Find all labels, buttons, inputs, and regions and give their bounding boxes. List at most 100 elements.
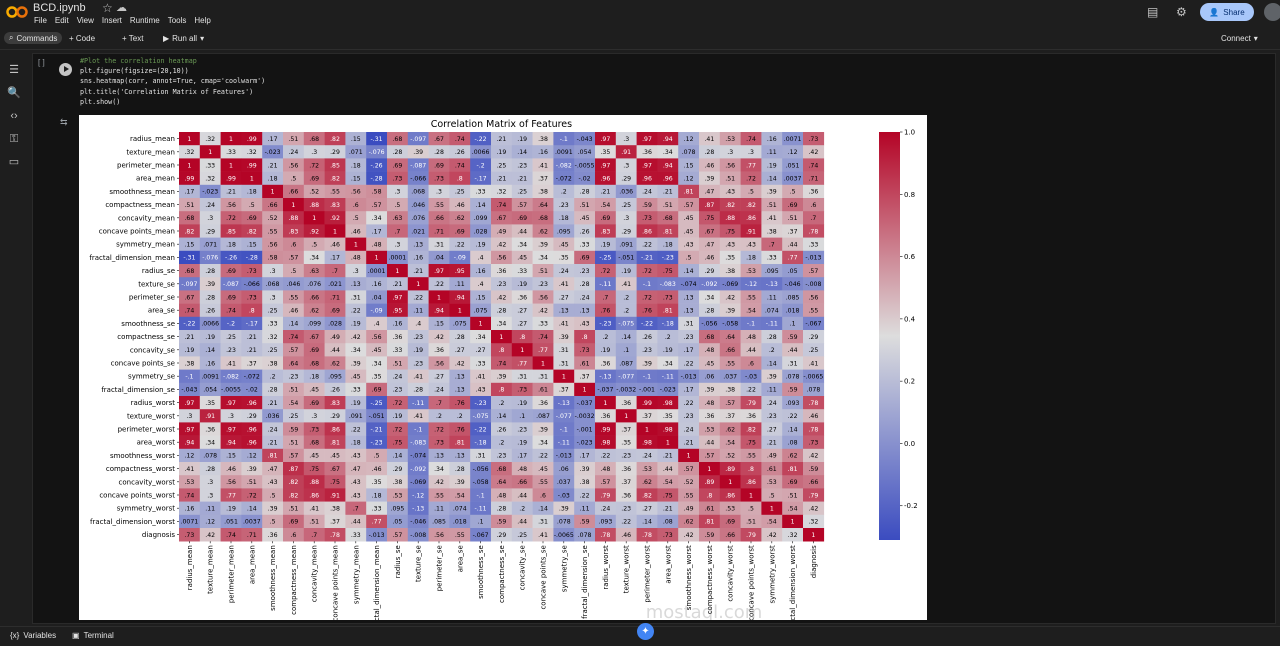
connect-button[interactable]: Connect ▾ <box>1221 34 1258 43</box>
heatmap-cell <box>511 145 533 159</box>
heatmap-cell <box>595 448 617 463</box>
cell-annotation: .2 <box>457 413 463 420</box>
cell-annotation: .068 <box>411 189 425 196</box>
cloud-drive-icon[interactable]: ☁ <box>116 2 127 14</box>
code-editor[interactable]: #Plot the correlation heatmap plt.figure… <box>80 56 265 107</box>
cell-annotation: .56 <box>434 532 444 539</box>
heatmap-cell <box>407 528 429 542</box>
cell-annotation: -.077 <box>556 413 572 420</box>
cell-annotation: .68 <box>704 334 714 341</box>
heatmap-cell <box>553 356 575 370</box>
secrets-key-icon[interactable]: ⚿ <box>9 133 19 145</box>
menu-help[interactable]: Help <box>194 16 211 25</box>
heatmap-cell <box>803 264 825 278</box>
cell-annotation: .21 <box>684 440 694 447</box>
comments-icon[interactable]: ▤ <box>1147 5 1159 19</box>
cell-annotation: .42 <box>684 532 694 539</box>
x-tick-label: texture_mean <box>207 545 215 594</box>
heatmap-cell <box>740 382 762 397</box>
cell-annotation: .23 <box>226 347 236 354</box>
heatmap-cell <box>636 316 658 331</box>
cell-annotation: .33 <box>268 321 278 328</box>
heatmap-cell <box>199 422 221 436</box>
heatmap-cell <box>636 277 658 291</box>
heatmap-cell <box>470 488 492 502</box>
cell-annotation: .28 <box>413 387 423 394</box>
heatmap-cell <box>636 409 658 423</box>
menu-runtime[interactable]: Runtime <box>129 16 160 25</box>
heatmap-cell <box>615 382 637 397</box>
heatmap-cell <box>199 462 221 476</box>
heatmap-cell <box>491 514 513 529</box>
cell-annotation: .37 <box>330 519 340 526</box>
heatmap-cell <box>387 132 409 146</box>
cell-annotation: .11 <box>580 506 590 513</box>
heatmap-cell <box>761 184 783 199</box>
cell-annotation: -.051 <box>618 255 634 262</box>
cell-annotation: .53 <box>642 466 652 473</box>
code-line-1: #Plot the correlation heatmap <box>80 57 197 65</box>
star-icon[interactable]: ☆ <box>102 1 113 15</box>
cell-annotation: .51 <box>309 519 319 526</box>
share-button[interactable]: 👤 Share <box>1200 3 1254 21</box>
heatmap-cell <box>491 356 513 370</box>
cell-annotation: .036 <box>266 413 280 420</box>
files-folder-icon[interactable]: ▭ <box>8 156 20 168</box>
menu-file[interactable]: File <box>34 16 47 25</box>
heatmap-cell <box>782 514 804 529</box>
heatmap-cell <box>740 422 762 436</box>
cell-annotation: .77 <box>517 360 527 367</box>
y-tick-label: texture_mean <box>126 148 175 156</box>
cell-annotation: 1 <box>811 532 815 539</box>
cell-annotation: .86 <box>642 228 652 235</box>
menu-tools[interactable]: Tools <box>167 16 187 25</box>
heatmap-cell <box>491 171 513 186</box>
menu-insert[interactable]: Insert <box>101 16 122 25</box>
cell-annotation: .23 <box>767 413 777 420</box>
cell-annotation: .13 <box>684 294 694 301</box>
heatmap-cell <box>179 224 201 238</box>
add-text-button[interactable]: + Text <box>122 34 144 43</box>
cell-annotation: .41 <box>767 215 777 222</box>
cell-annotation: .16 <box>767 136 777 143</box>
notebook-filename[interactable]: BCD.ipynb <box>33 2 86 14</box>
heatmap-cell <box>782 198 804 212</box>
heatmap-cell <box>449 514 471 529</box>
avatar[interactable] <box>1264 3 1280 21</box>
cell-annotation: -.02 <box>246 387 258 394</box>
cell-annotation: .51 <box>580 202 590 209</box>
run-cell-button[interactable] <box>59 63 72 76</box>
commands-button[interactable]: ⌕ Commands <box>4 32 63 44</box>
heatmap-cell <box>491 396 513 410</box>
cell-annotation: .7 <box>769 242 775 249</box>
cell-annotation: .59 <box>580 519 590 526</box>
heatmap-cell <box>615 528 637 542</box>
run-all-button[interactable]: ▶ Run all ▾ <box>163 34 204 43</box>
heatmap-cell <box>595 382 617 397</box>
heatmap-cell <box>303 277 325 291</box>
cell-annotation: .29 <box>205 228 215 235</box>
terminal-button[interactable]: ▣ Terminal <box>72 631 114 640</box>
menu-edit[interactable]: Edit <box>54 16 69 25</box>
colab-logo-icon[interactable] <box>6 5 28 19</box>
x-tick-label: concave points_se <box>540 545 548 609</box>
heatmap-cell <box>241 396 263 410</box>
code-snippets-icon[interactable]: ‹› <box>10 110 18 122</box>
table-of-contents-icon[interactable]: ☰ <box>9 64 19 76</box>
find-replace-icon[interactable]: 🔍 <box>7 87 21 99</box>
cell-annotation: .74 <box>184 492 194 499</box>
cell-annotation: .51 <box>663 202 673 209</box>
heatmap-cell <box>699 250 721 265</box>
heatmap-cell <box>179 303 201 318</box>
cell-annotation: .21 <box>663 453 673 460</box>
add-code-button[interactable]: + Code <box>69 34 96 43</box>
cell-annotation: .3 <box>207 215 213 222</box>
output-actions-icon[interactable]: ⇆ <box>60 117 68 127</box>
heatmap-cell <box>199 435 221 450</box>
menu-view[interactable]: View <box>76 16 94 25</box>
gemini-sparkle-icon[interactable]: ✦ <box>637 623 654 640</box>
colorbar <box>879 132 900 540</box>
variables-button[interactable]: {x} Variables <box>10 631 56 640</box>
cell-annotation: .26 <box>580 228 590 235</box>
settings-gear-icon[interactable]: ⚙ <box>1176 5 1187 19</box>
